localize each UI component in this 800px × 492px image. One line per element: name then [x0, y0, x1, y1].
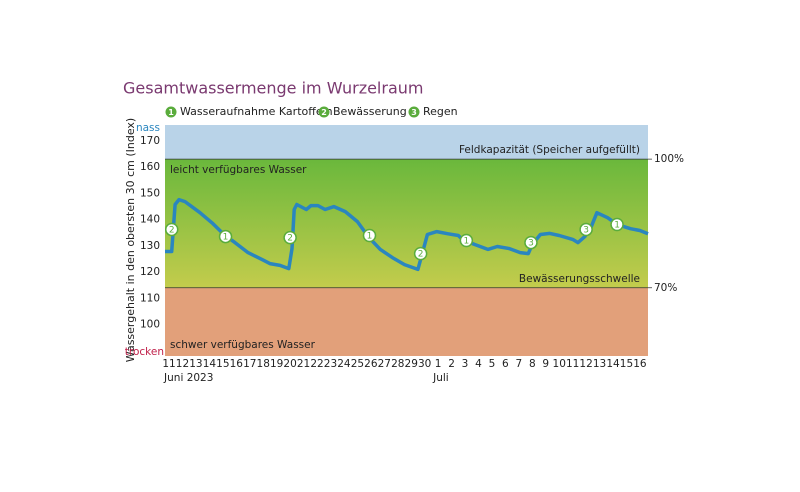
y-top-label: nass	[136, 122, 160, 134]
x-tick-label: 29	[405, 358, 418, 370]
x-tick-label: 22	[310, 358, 323, 370]
y-tick-label: 120	[140, 266, 160, 278]
x-tick-label: 21	[297, 358, 310, 370]
x-tick-label: 2	[448, 358, 455, 370]
legend-icon	[408, 106, 420, 118]
x-tick-label: 15	[620, 358, 633, 370]
x-tick-label: 7	[515, 358, 522, 370]
legend-number: 3	[411, 108, 417, 117]
event-marker-label: 1	[464, 237, 470, 247]
x-tick-label: 8	[529, 358, 536, 370]
event-marker-label: 3	[528, 239, 534, 249]
threshold-label: Feldkapazität (Speicher aufgefüllt)	[459, 144, 640, 156]
threshold-percent: 70%	[654, 282, 677, 294]
x-tick-label: 4	[475, 358, 482, 370]
x-tick-label: 13	[189, 358, 202, 370]
event-marker	[524, 235, 538, 250]
x-tick-label: 11	[162, 358, 175, 370]
x-tick-label: 19	[270, 358, 283, 370]
y-tick-label: 150	[140, 187, 160, 199]
event-marker	[218, 229, 233, 244]
event-marker	[579, 222, 593, 237]
band-label: schwer verfügbares Wasser	[170, 339, 316, 351]
x-tick-label: 6	[502, 358, 509, 370]
legend-number: 2	[321, 108, 327, 117]
y-tick-label: 130	[140, 240, 160, 252]
x-tick-label: 9	[542, 358, 549, 370]
legend-label: Wasseraufnahme Kartoffeln	[180, 105, 333, 118]
event-marker	[164, 222, 179, 237]
threshold-label: Bewässerungsschwelle	[519, 273, 640, 285]
x-tick-label: 16	[230, 358, 244, 370]
event-marker-label: 1	[614, 220, 620, 230]
x-tick-label: 25	[351, 358, 364, 370]
x-tick-label: 1	[435, 358, 442, 370]
x-tick-label: 26	[364, 358, 378, 370]
x-tick-label: 13	[593, 358, 606, 370]
x-tick-label: 14	[203, 358, 217, 370]
x-tick-label: 12	[176, 358, 189, 370]
x-tick-label: 12	[579, 358, 592, 370]
event-marker	[362, 228, 377, 243]
x-tick-label: 5	[489, 358, 496, 370]
x-tick-label: 24	[337, 358, 351, 370]
y-tick-label: 140	[140, 214, 160, 226]
event-marker-label: 2	[169, 225, 175, 235]
x-group-label: Juni 2023	[163, 372, 213, 384]
event-marker	[283, 230, 297, 245]
band-available	[165, 159, 648, 288]
event-marker-label: 2	[418, 250, 424, 260]
x-tick-label: 27	[378, 358, 391, 370]
event-marker	[610, 217, 624, 232]
legend-label: Bewässerung	[333, 105, 407, 118]
x-tick-label: 17	[243, 358, 256, 370]
y-tick-label: 100	[140, 319, 160, 331]
legend-icon	[318, 106, 330, 118]
event-marker	[459, 233, 474, 248]
x-tick-label: 14	[606, 358, 620, 370]
data-line	[165, 197, 649, 272]
band-dry	[165, 287, 648, 356]
event-marker-label: 2	[287, 234, 293, 244]
x-tick-label: 23	[324, 358, 337, 370]
event-marker	[413, 246, 428, 261]
chart-title: Gesamtwassermenge im Wurzelraum	[123, 79, 423, 98]
x-tick-label: 16	[633, 358, 647, 370]
x-tick-label: 20	[283, 358, 296, 370]
x-tick-label: 15	[216, 358, 229, 370]
y-tick-label: 160	[140, 161, 160, 173]
band-wet	[165, 125, 648, 160]
x-tick-label: 18	[257, 358, 270, 370]
x-tick-label: 30	[418, 358, 431, 370]
legend-number: 1	[168, 108, 174, 117]
legend-icon	[165, 106, 177, 118]
threshold-percent: 100%	[654, 153, 684, 165]
legend-label: Regen	[423, 105, 458, 118]
y-axis-label: Wassergehalt in den obersten 30 cm (Inde…	[124, 118, 137, 362]
x-tick-label: 11	[566, 358, 579, 370]
x-tick-label: 28	[391, 358, 404, 370]
band-label: leicht verfügbares Wasser	[170, 164, 307, 176]
x-tick-label: 10	[553, 358, 566, 370]
event-marker-label: 1	[223, 233, 229, 243]
y-tick-label: 170	[140, 135, 160, 147]
y-bottom-label: trocken	[125, 346, 164, 358]
event-marker-label: 3	[583, 225, 589, 235]
x-group-label: Juli	[432, 372, 449, 384]
event-marker-label: 1	[367, 232, 373, 242]
y-tick-label: 110	[140, 292, 160, 304]
x-tick-label: 3	[462, 358, 469, 370]
